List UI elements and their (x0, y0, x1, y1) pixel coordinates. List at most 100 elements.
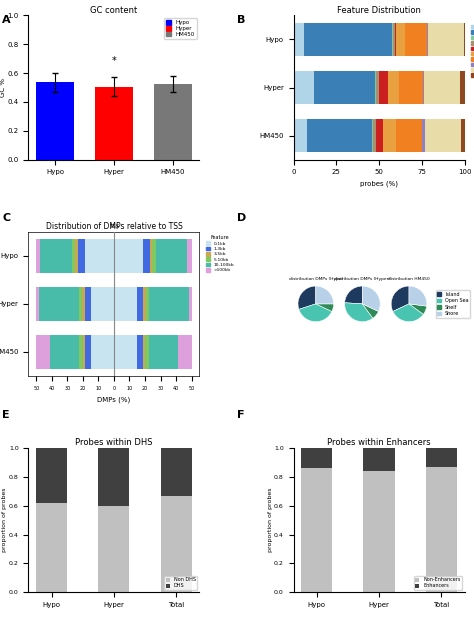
Bar (91, 287, 114, 321)
Bar (161, 495, 191, 592)
Bar (396, 23, 405, 56)
Bar (114, 287, 137, 321)
Bar (137, 287, 143, 321)
Bar (149, 287, 189, 321)
Bar (461, 119, 465, 152)
Bar (405, 23, 427, 56)
Bar (149, 335, 178, 369)
Legend: Non DHS, DHS: Non DHS, DHS (164, 576, 197, 590)
Bar (376, 119, 383, 152)
Text: A: A (2, 15, 11, 25)
Bar (153, 239, 156, 273)
Bar (99, 448, 129, 506)
Wedge shape (299, 304, 332, 321)
Bar (114, 335, 137, 369)
X-axis label: DMPs (%): DMPs (%) (97, 396, 130, 403)
Legend: Promoter (1-2kb), Promoter (<=1kb), 5' UTR, 1st Exon, Other Exon, 1st Intron, Ot: Promoter (1-2kb), Promoter (<=1kb), 5' U… (470, 18, 474, 79)
Bar (399, 71, 423, 104)
Bar (154, 84, 191, 160)
Wedge shape (345, 286, 363, 304)
Bar (114, 239, 143, 273)
Text: D: D (237, 213, 246, 223)
Bar (383, 119, 396, 152)
Y-axis label: proportion of probes: proportion of probes (2, 488, 8, 552)
Wedge shape (393, 304, 423, 321)
Bar (379, 71, 388, 104)
Title: Probes within Enhancers: Probes within Enhancers (327, 438, 431, 447)
Bar (428, 23, 464, 56)
Bar (78, 239, 85, 273)
Bar (36, 335, 50, 369)
Bar (85, 287, 91, 321)
Bar (161, 448, 191, 495)
Bar (364, 448, 394, 471)
Bar (426, 448, 457, 467)
Bar (301, 448, 332, 468)
Bar (39, 287, 79, 321)
Bar (178, 335, 191, 369)
Wedge shape (298, 286, 316, 309)
Bar (82, 335, 85, 369)
Bar (304, 23, 392, 56)
Bar (85, 239, 114, 273)
Bar (423, 71, 424, 104)
Bar (364, 471, 394, 592)
Legend: 0-1kb, 1-3kb, 3-5kb, 5-10kb, 10-100kb, >100kb: 0-1kb, 1-3kb, 3-5kb, 5-10kb, 10-100kb, >… (205, 234, 236, 274)
Bar (79, 335, 82, 369)
Bar (156, 239, 188, 273)
Wedge shape (391, 286, 409, 312)
Legend: Island, Open Sea, Shelf, Shore: Island, Open Sea, Shelf, Shore (436, 290, 470, 318)
Bar (373, 119, 376, 152)
Bar (146, 335, 149, 369)
Wedge shape (316, 286, 334, 304)
Bar (150, 239, 153, 273)
Bar (427, 23, 428, 56)
Text: B: B (237, 15, 246, 25)
Text: E: E (2, 410, 10, 420)
Bar (375, 71, 379, 104)
Bar (392, 23, 393, 56)
Bar (314, 71, 374, 104)
Title: Feature Distribution: Feature Distribution (337, 6, 421, 15)
Title: distribution DMPs (Hyper): distribution DMPs (Hyper) (334, 277, 391, 281)
Title: Distribution of DMPs relative to TSS: Distribution of DMPs relative to TSS (46, 222, 182, 231)
Bar (75, 239, 78, 273)
Wedge shape (363, 304, 379, 318)
X-axis label: probes (%): probes (%) (360, 181, 398, 188)
Bar (79, 287, 82, 321)
Bar (143, 287, 146, 321)
Bar (293, 71, 314, 104)
Title: distribution DMPs (Hypo): distribution DMPs (Hypo) (289, 277, 343, 281)
Bar (40, 239, 72, 273)
Bar (460, 71, 465, 104)
Y-axis label: GC %: GC % (0, 78, 6, 97)
Bar (72, 239, 75, 273)
Bar (85, 335, 91, 369)
Legend: Non-Enhancers, Enhancers: Non-Enhancers, Enhancers (414, 576, 462, 590)
Bar (143, 335, 146, 369)
Bar (464, 23, 465, 56)
Bar (293, 23, 304, 56)
Bar (36, 287, 39, 321)
Bar (393, 23, 395, 56)
Bar (426, 467, 457, 592)
Bar (36, 503, 67, 592)
Y-axis label: proportion of probes: proportion of probes (267, 488, 273, 552)
Wedge shape (409, 286, 427, 306)
Wedge shape (345, 303, 373, 321)
Legend: Hypo, Hyper, HM450: Hypo, Hyper, HM450 (164, 19, 197, 39)
Bar (36, 448, 67, 503)
Text: C: C (2, 213, 10, 223)
Bar (293, 119, 307, 152)
Bar (143, 239, 150, 273)
Title: Probes within DHS: Probes within DHS (75, 438, 153, 447)
Bar (95, 87, 133, 160)
Wedge shape (363, 286, 380, 312)
Bar (36, 83, 74, 160)
Bar (395, 23, 396, 56)
Bar (301, 468, 332, 592)
Bar (189, 287, 191, 321)
Bar (188, 239, 191, 273)
Title: GC content: GC content (91, 6, 137, 15)
Bar (91, 335, 114, 369)
